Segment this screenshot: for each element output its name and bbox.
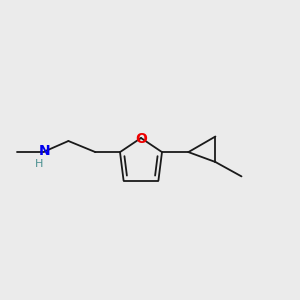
Text: O: O	[135, 132, 147, 145]
Text: H: H	[35, 159, 44, 169]
Text: N: N	[39, 144, 50, 158]
